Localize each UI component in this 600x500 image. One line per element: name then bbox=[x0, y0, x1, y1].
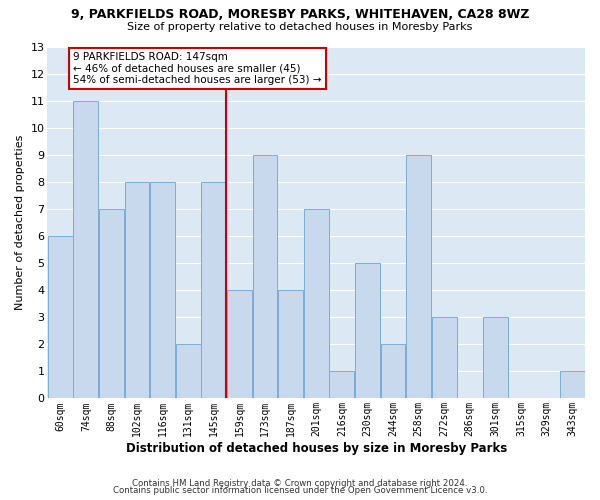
Bar bbox=[202, 182, 226, 398]
Bar bbox=[176, 344, 200, 399]
Bar bbox=[406, 155, 431, 398]
Text: Contains HM Land Registry data © Crown copyright and database right 2024.: Contains HM Land Registry data © Crown c… bbox=[132, 478, 468, 488]
Bar bbox=[150, 182, 175, 398]
Text: Contains public sector information licensed under the Open Government Licence v3: Contains public sector information licen… bbox=[113, 486, 487, 495]
Bar bbox=[560, 372, 584, 398]
Text: Size of property relative to detached houses in Moresby Parks: Size of property relative to detached ho… bbox=[127, 22, 473, 32]
Y-axis label: Number of detached properties: Number of detached properties bbox=[15, 135, 25, 310]
Bar bbox=[355, 263, 380, 398]
Bar bbox=[329, 372, 354, 398]
X-axis label: Distribution of detached houses by size in Moresby Parks: Distribution of detached houses by size … bbox=[125, 442, 507, 455]
Bar bbox=[432, 317, 457, 398]
Bar bbox=[483, 317, 508, 398]
Bar bbox=[125, 182, 149, 398]
Bar bbox=[48, 236, 73, 398]
Bar bbox=[227, 290, 252, 399]
Bar bbox=[278, 290, 303, 399]
Text: 9, PARKFIELDS ROAD, MORESBY PARKS, WHITEHAVEN, CA28 8WZ: 9, PARKFIELDS ROAD, MORESBY PARKS, WHITE… bbox=[71, 8, 529, 20]
Bar bbox=[304, 209, 329, 398]
Bar bbox=[253, 155, 277, 398]
Text: 9 PARKFIELDS ROAD: 147sqm
← 46% of detached houses are smaller (45)
54% of semi-: 9 PARKFIELDS ROAD: 147sqm ← 46% of detac… bbox=[73, 52, 322, 85]
Bar bbox=[73, 100, 98, 399]
Bar bbox=[99, 209, 124, 398]
Bar bbox=[380, 344, 406, 399]
